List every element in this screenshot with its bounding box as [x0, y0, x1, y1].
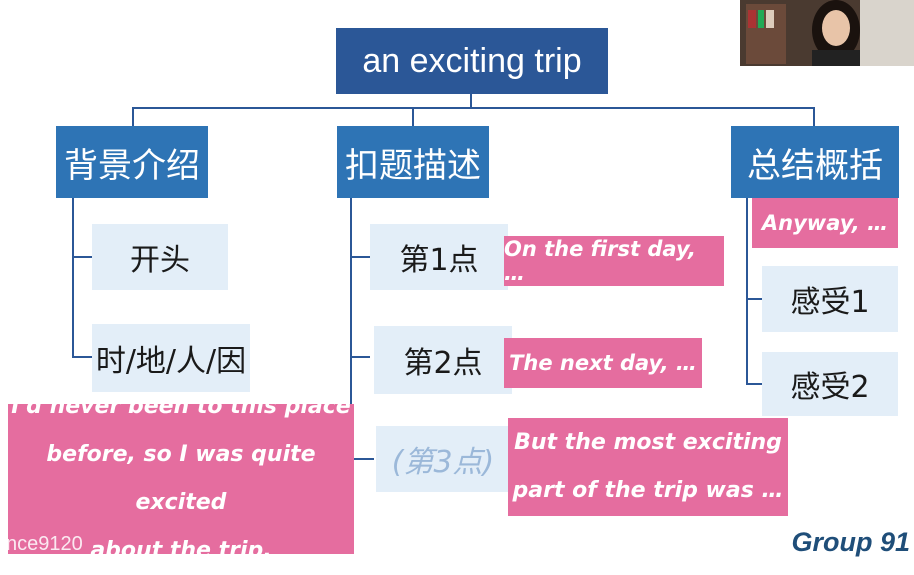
- phrase-next-day: The next day, …: [504, 338, 702, 388]
- watermark: nce9120: [6, 533, 83, 555]
- phrase-never-been: I'd never been to this place before, so …: [8, 394, 354, 563]
- connector-cat1: [132, 107, 134, 127]
- branch-background-1: [72, 256, 92, 258]
- connector-horizontal: [132, 107, 815, 109]
- category-background: 背景介绍: [56, 126, 208, 198]
- subnode-point-1: 第1点: [370, 224, 508, 290]
- connector-cat3: [813, 107, 815, 127]
- subnode-feeling-1: 感受1: [762, 266, 898, 332]
- root-node: an exciting trip: [336, 28, 608, 94]
- phrase-anyway: Anyway, …: [752, 198, 898, 248]
- phrase-most-exciting-line2: part of the trip was …: [512, 478, 784, 503]
- subnode-point-3: (第3点): [376, 426, 510, 492]
- subnode-opening: 开头: [92, 224, 228, 290]
- group-label: Group 91: [791, 527, 910, 557]
- phrase-most-exciting: But the most exciting part of the trip w…: [508, 418, 788, 516]
- phrase-never-been-line2: before, so I was quite excited: [46, 442, 316, 515]
- webcam-video: [740, 0, 914, 66]
- connector-cat2: [412, 107, 414, 127]
- branch-description-1: [350, 256, 370, 258]
- branch-summary-2: [746, 383, 762, 385]
- subnode-time-place-people-reason: 时/地/人/因: [92, 324, 250, 392]
- branch-description-2: [350, 356, 370, 358]
- connector-root-down: [470, 94, 472, 108]
- category-description: 扣题描述: [337, 126, 489, 198]
- phrase-never-been-line3: about the trip.: [90, 538, 272, 563]
- branch-summary-vertical: [746, 198, 748, 384]
- phrase-first-day: On the first day, …: [504, 236, 724, 286]
- branch-description-vertical: [350, 198, 352, 460]
- phrase-never-been-line1: I'd never been to this place: [11, 394, 351, 419]
- branch-background-2: [72, 356, 92, 358]
- branch-background-vertical: [72, 198, 74, 358]
- category-summary: 总结概括: [731, 126, 899, 198]
- subnode-point-2: 第2点: [374, 326, 512, 394]
- branch-summary-1: [746, 298, 762, 300]
- subnode-feeling-2: 感受2: [762, 352, 898, 416]
- phrase-most-exciting-line1: But the most exciting: [514, 430, 782, 455]
- presenter-image: [740, 0, 914, 66]
- branch-description-3: [350, 458, 374, 460]
